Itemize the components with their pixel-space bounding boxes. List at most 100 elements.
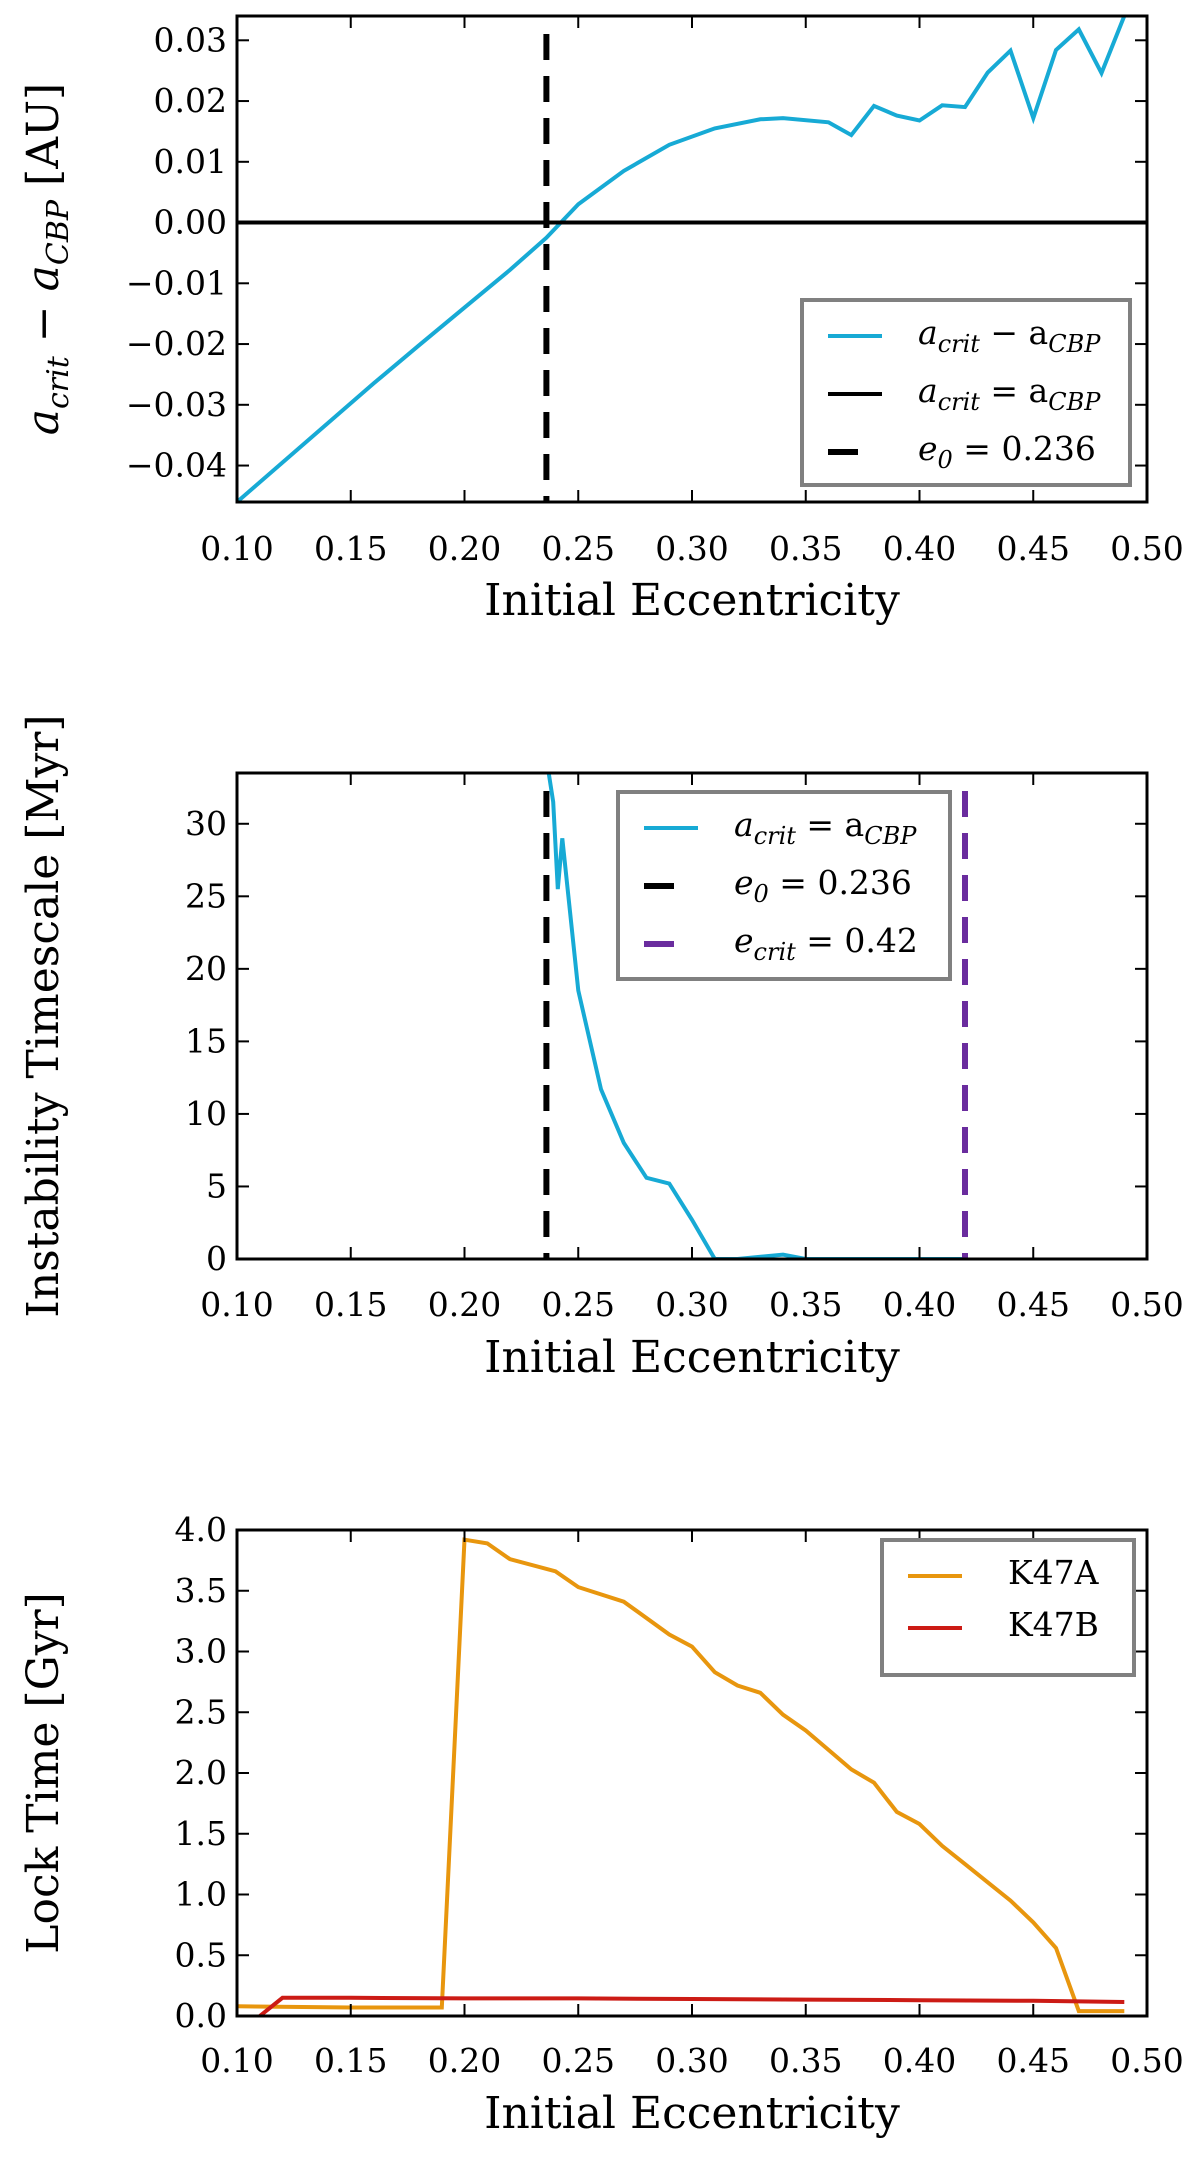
x-tick-label: 0.20: [428, 529, 501, 568]
legend-label-part: = 0.236: [953, 429, 1096, 468]
x-axis-label: Initial Eccentricity: [484, 2088, 900, 2139]
y-tick-label: 2.0: [175, 1753, 227, 1792]
x-tick-label: 0.20: [428, 2041, 501, 2080]
legend-label-part: crit: [938, 330, 981, 358]
y-tick-label: −0.04: [126, 446, 227, 485]
legend: K47A K47B: [880, 1538, 1136, 1677]
chart-panel-2: 0.10 0.15 0.20 0.25 0.30 0.35 0.40 0.45 0.50 30 25…: [18, 714, 1184, 1383]
x-tick-label: 0.10: [200, 529, 273, 568]
legend-label-part: crit: [938, 388, 981, 416]
legend-label-part: 0: [754, 880, 769, 908]
legend-label: acrit = aCBP: [918, 371, 1101, 416]
y-label-part: [AU]: [18, 83, 69, 200]
x-axis-label: Initial Eccentricity: [484, 1332, 900, 1383]
legend-label-part: e: [734, 921, 754, 960]
y-tick-label: 0.00: [154, 203, 227, 242]
legend-label-part: a: [918, 313, 938, 352]
y-axis-label: acrit − aCBP [AU]: [18, 83, 76, 435]
x-tick-label: 0.25: [542, 1285, 615, 1324]
y-tick-label: 25: [185, 876, 227, 915]
legend-label-part: a: [918, 371, 938, 410]
y-tick-label: −0.01: [126, 263, 227, 302]
x-tick-label: 0.45: [997, 2041, 1070, 2080]
x-tick-label: 0.10: [200, 1285, 273, 1324]
y-tick-label: 2.5: [175, 1692, 227, 1731]
y-tick-label: −0.02: [126, 324, 227, 363]
x-tick-label: 0.25: [542, 2041, 615, 2080]
legend-label-part: = 0.236: [769, 863, 912, 902]
y-axis-label: Instability Timescale [Myr]: [18, 714, 69, 1317]
y-label-part: a: [18, 409, 69, 435]
legend-label-part: e: [918, 429, 938, 468]
y-tick-label: 0.0: [175, 1996, 227, 2035]
y-tick-label: 15: [185, 1021, 227, 1060]
y-tick-label: 3.5: [175, 1571, 227, 1610]
x-tick-label: 0.30: [655, 529, 728, 568]
x-tick-label: 0.50: [1110, 529, 1183, 568]
x-tick-label: 0.35: [769, 1285, 842, 1324]
legend-label-part: e: [734, 863, 754, 902]
y-tick-label: 0.5: [175, 1935, 227, 1974]
y-tick-label: 30: [185, 804, 227, 843]
legend-label-part: crit: [754, 938, 797, 966]
y-label-part: CBP: [41, 199, 76, 265]
y-tick-label: 0.02: [154, 81, 227, 120]
y-tick-label: 0.01: [154, 142, 227, 181]
legend-label: e0 = 0.236: [918, 429, 1096, 474]
x-tick-label: 0.45: [997, 529, 1070, 568]
legend-label: K47A: [1008, 1553, 1100, 1592]
legend-label-part: − a: [980, 313, 1048, 352]
x-tick-label: 0.30: [655, 2041, 728, 2080]
chart-panel-1: 0.10 0.15 0.20 0.25 0.30 0.35 0.40 0.45 0.50 0.03…: [18, 14, 1184, 626]
legend-label-part: crit: [754, 822, 797, 850]
series-line-a-crit-a-cbp: [237, 16, 1127, 502]
x-tick-label: 0.30: [655, 1285, 728, 1324]
y-tick-label: 10: [185, 1094, 227, 1133]
legend-label-part: CBP: [1048, 388, 1101, 416]
x-tick-label: 0.40: [883, 2041, 956, 2080]
legend-label-part: = 0.42: [796, 921, 918, 960]
x-tick-label: 0.50: [1110, 2041, 1183, 2080]
x-tick-label: 0.15: [314, 529, 387, 568]
y-tick-label: 0: [206, 1239, 227, 1278]
x-tick-label: 0.35: [769, 529, 842, 568]
y-tick-label: 3.0: [175, 1632, 227, 1671]
legend-label: acrit − aCBP: [918, 313, 1101, 358]
x-tick-label: 0.50: [1110, 1285, 1183, 1324]
x-tick-label: 0.15: [314, 2041, 387, 2080]
x-tick-label: 0.20: [428, 1285, 501, 1324]
y-tick-label: 4.0: [175, 1510, 227, 1549]
legend-label-part: 0: [938, 446, 953, 474]
y-tick-label: 0.03: [154, 20, 227, 59]
legend-label: K47B: [1008, 1605, 1099, 1644]
legend-label-part: a: [734, 805, 754, 844]
x-tick-label: 0.40: [883, 1285, 956, 1324]
y-label-part: a: [18, 265, 69, 291]
x-tick-label: 0.10: [200, 2041, 273, 2080]
legend-label-part: CBP: [864, 822, 917, 850]
legend-label-part: = a: [796, 805, 864, 844]
y-tick-label: 1.5: [175, 1814, 227, 1853]
chart-panel-3: 0.10 0.15 0.20 0.25 0.30 0.35 0.40 0.45 0.50 4.0 3…: [18, 1510, 1184, 2139]
series-line-a-crit-a-cbp: [546, 773, 965, 1259]
y-axis-label: Lock Time [Gyr]: [18, 1592, 69, 1954]
x-tick-label: 0.25: [542, 529, 615, 568]
legend-label: e0 = 0.236: [734, 863, 912, 908]
x-tick-label: 0.35: [769, 2041, 842, 2080]
series-line-k47a: [237, 1537, 1125, 2014]
x-tick-label: 0.15: [314, 1285, 387, 1324]
legend-label: acrit = aCBP: [734, 805, 917, 850]
y-tick-label: 1.0: [175, 1875, 227, 1914]
y-tick-label: 20: [185, 949, 227, 988]
legend-label: ecrit = 0.42: [734, 921, 918, 966]
series-line-k47b: [258, 1995, 1125, 2016]
legend-label-part: = a: [980, 371, 1048, 410]
x-axis-label: Initial Eccentricity: [484, 575, 900, 626]
legend-box: [880, 1538, 1136, 1677]
x-tick-label: 0.40: [883, 529, 956, 568]
x-tick-label: 0.45: [997, 1285, 1070, 1324]
y-label-part: crit: [41, 355, 76, 409]
